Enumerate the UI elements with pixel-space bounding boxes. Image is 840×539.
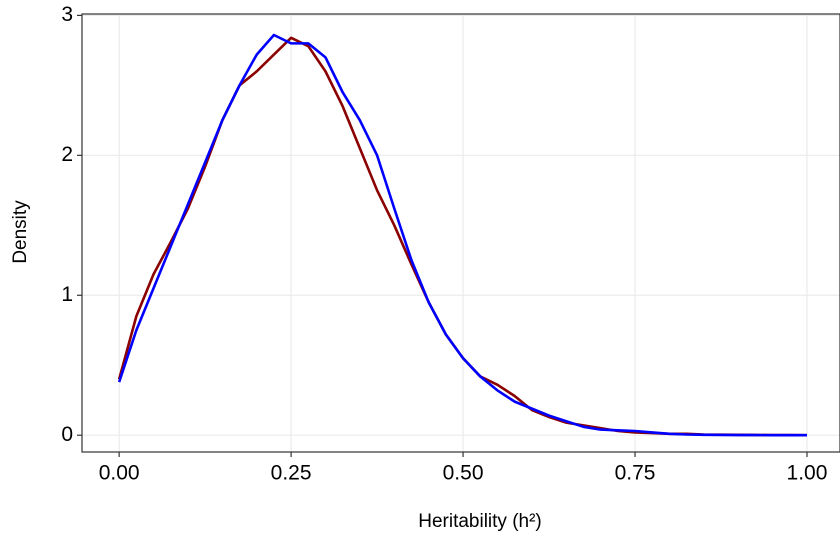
y-tick-label: 3 xyxy=(61,3,73,26)
x-tick-label: 0.50 xyxy=(443,462,484,485)
y-axis-title: Density xyxy=(10,200,31,264)
x-tick-label: 0.00 xyxy=(99,462,140,485)
x-tick-label: 1.00 xyxy=(787,462,828,485)
density-line xyxy=(117,33,807,437)
y-tick-label: 2 xyxy=(61,143,73,166)
x-tick-label: 0.25 xyxy=(271,462,312,485)
x-axis-title: Heritability (h²) xyxy=(418,511,542,532)
panel-border xyxy=(81,13,840,453)
y-tick-label: 1 xyxy=(61,283,73,306)
x-tick-label: 0.75 xyxy=(615,462,656,485)
y-tick-label: 0 xyxy=(61,423,73,446)
